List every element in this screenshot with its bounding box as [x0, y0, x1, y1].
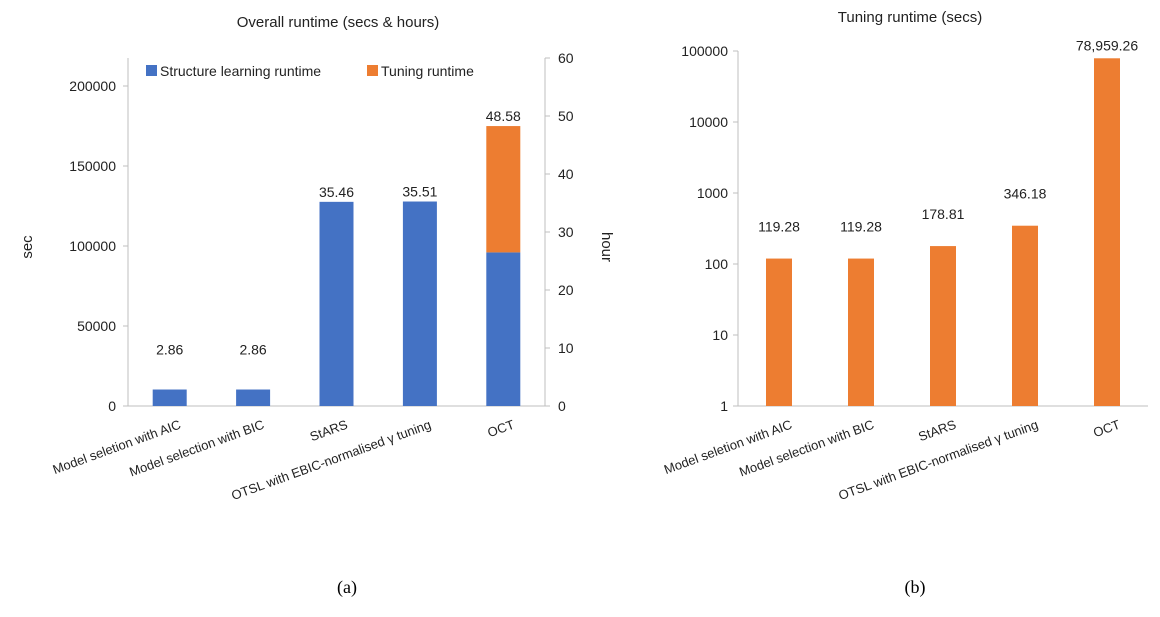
chart-b-bar: [766, 258, 792, 406]
chart-a-ytick-label: 100000: [69, 238, 116, 254]
chart-a-data-label: 48.58: [486, 108, 521, 124]
chart-a-bar-structure: [319, 201, 354, 406]
chart-a-legend: Structure learning runtime Tuning runtim…: [146, 63, 474, 79]
chart-a-ytick-label: 150000: [69, 158, 116, 174]
chart-b-data-label: 78,959.26: [1076, 37, 1138, 53]
chart-b-category-label: Model selection with BIC: [737, 417, 876, 480]
chart-a-y2tick-label: 50: [558, 108, 574, 124]
chart-b-bar: [848, 258, 874, 406]
chart-a-ytick-label: 0: [108, 398, 116, 414]
chart-a-data-label: 35.46: [319, 184, 354, 200]
legend-label-tuning: Tuning runtime: [381, 63, 474, 79]
chart-a-y2tick-label: 60: [558, 50, 574, 66]
chart-a-bar-tuning: [486, 126, 521, 253]
chart-b-data-label: 178.81: [922, 206, 965, 222]
chart-a-bar-structure: [236, 389, 271, 406]
chart-b-ytick-label: 100000: [681, 43, 728, 59]
chart-a-ytick-label: 50000: [77, 318, 116, 334]
chart-b-bar: [1012, 225, 1038, 406]
chart-a-y2label: hour: [598, 232, 615, 262]
legend-swatch-structure: [146, 65, 157, 76]
chart-a-data-label: 35.51: [402, 184, 437, 200]
chart-a-bar-structure: [402, 201, 437, 406]
chart-b-category-label: OCT: [1091, 417, 1122, 441]
chart-a-y2tick-label: 20: [558, 282, 574, 298]
chart-a-data-label: 2.86: [156, 342, 183, 358]
chart-b-title: Tuning runtime (secs): [838, 9, 983, 26]
chart-a-bar-structure: [152, 389, 187, 406]
chart-b-bar: [1094, 58, 1120, 406]
chart-b-bar: [930, 246, 956, 406]
chart-b-ytick-label: 100: [705, 256, 729, 272]
chart-a-bar-structure: [486, 252, 521, 406]
chart-b-ytick-label: 1000: [697, 185, 728, 201]
chart-b-category-label: StARS: [916, 417, 958, 445]
chart-a-ylabel: sec: [19, 235, 36, 259]
legend-label-structure: Structure learning runtime: [160, 63, 321, 79]
chart-a-category-label: StARS: [308, 417, 350, 445]
chart-b-ytick-label: 10: [712, 327, 728, 343]
chart-b-category-label: Model seletion with AIC: [662, 417, 794, 477]
caption-a: (a): [337, 577, 357, 598]
chart-b: Tuning runtime (secs) 1 10 100 1000 10000 100…: [662, 9, 1148, 503]
chart-a-y2tick-label: 0: [558, 398, 566, 414]
caption-b: (b): [905, 577, 926, 598]
chart-a-y2tick-label: 10: [558, 340, 574, 356]
chart-a-y2tick-label: 40: [558, 166, 574, 182]
chart-b-data-label: 119.28: [758, 219, 800, 235]
chart-a: Overall runtime (secs & hours) sec hour …: [19, 14, 615, 503]
chart-a-y2tick-label: 30: [558, 224, 574, 240]
chart-a-title: Overall runtime (secs & hours): [237, 14, 440, 31]
chart-b-ytick-label: 1: [720, 398, 728, 414]
legend-swatch-tuning: [367, 65, 378, 76]
chart-a-category-label: Model selection with BIC: [127, 417, 266, 480]
chart-a-category-label: OCT: [485, 417, 516, 441]
chart-b-data-label: 119.28: [840, 219, 882, 235]
chart-b-data-label: 346.18: [1004, 186, 1047, 202]
chart-a-data-label: 2.86: [239, 342, 266, 358]
chart-b-ytick-label: 10000: [689, 114, 728, 130]
chart-a-ytick-label: 200000: [69, 78, 116, 94]
